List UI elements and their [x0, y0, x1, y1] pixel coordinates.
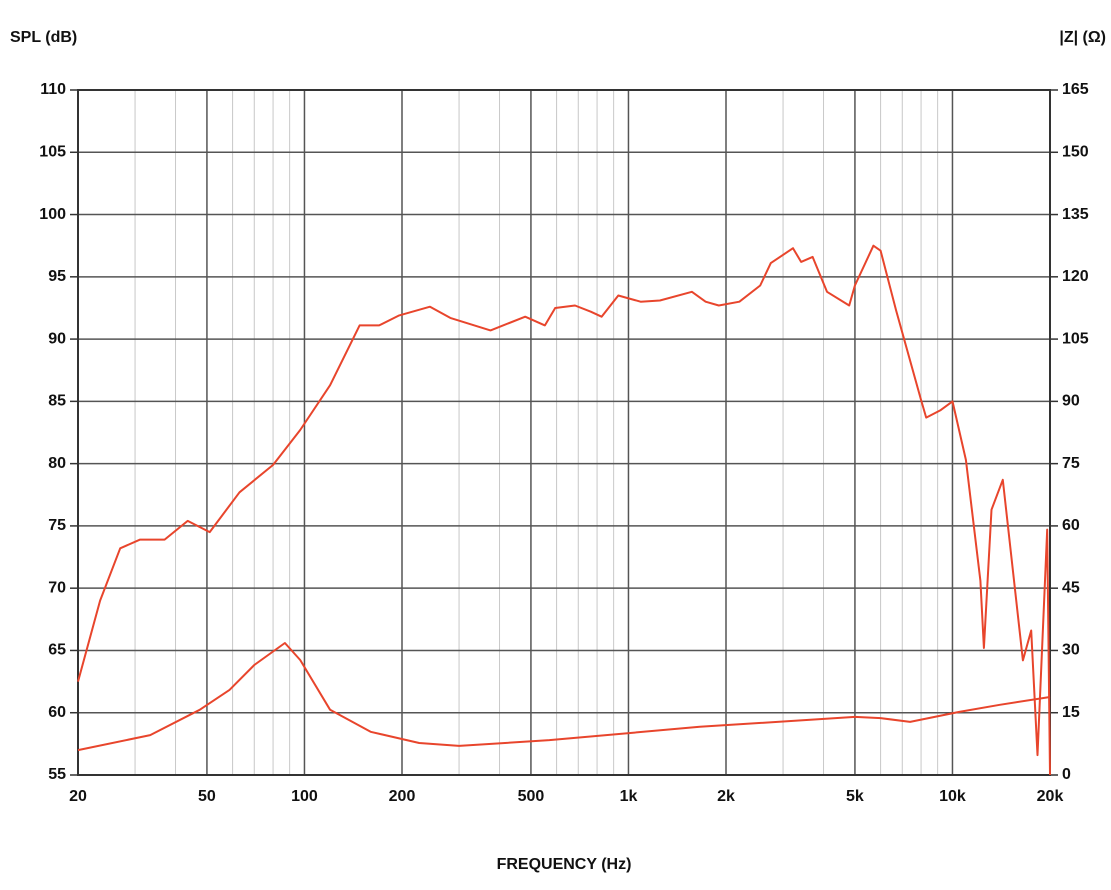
y-tick-label: 110 — [40, 81, 66, 98]
series-line — [77, 244, 1051, 776]
y2-tick-label: 90 — [1062, 393, 1080, 410]
y-tick-label: 95 — [48, 268, 66, 285]
y2-axis-label: |Z| (Ω) — [1059, 29, 1106, 46]
x-tick-label: 50 — [198, 788, 216, 805]
y2-tick-label: 165 — [1062, 81, 1089, 98]
y-tick-label: 90 — [48, 330, 66, 347]
x-tick-label: 20 — [69, 788, 87, 805]
y-tick-label: 105 — [39, 143, 66, 160]
y2-tick-label: 60 — [1062, 517, 1080, 534]
y-axis-label: SPL (dB) — [10, 29, 77, 46]
x-tick-label: 10k — [939, 788, 966, 805]
x-tick-label: 2k — [717, 788, 735, 805]
x-tick-label: 5k — [846, 788, 864, 805]
y2-tick-label: 120 — [1062, 268, 1089, 285]
y2-tick-label: 45 — [1062, 579, 1080, 596]
x-tick-label: 100 — [291, 788, 318, 805]
x-tick-label: 500 — [518, 788, 545, 805]
y2-tick-label: 135 — [1062, 206, 1089, 223]
y2-tick-label: 0 — [1062, 766, 1071, 783]
x-axis-label: FREQUENCY (Hz) — [497, 856, 632, 873]
y2-tick-label: 30 — [1062, 642, 1080, 659]
x-tick-label: 1k — [620, 788, 638, 805]
series-line — [77, 642, 1051, 752]
y-tick-label: 80 — [48, 455, 66, 472]
plot-frame — [77, 89, 1051, 776]
y-tick-label: 70 — [48, 579, 66, 596]
y-tick-label: 65 — [48, 642, 66, 659]
y-tick-label: 100 — [39, 206, 66, 223]
y-tick-label: 60 — [48, 704, 66, 721]
y2-tick-label: 75 — [1062, 455, 1080, 472]
y-tick-label: 85 — [48, 393, 66, 410]
y-tick-label: 55 — [48, 766, 66, 783]
y2-tick-label: 105 — [1062, 330, 1089, 347]
y-tick-label: 75 — [48, 517, 66, 534]
y2-tick-label: 150 — [1062, 143, 1089, 160]
y2-tick-label: 15 — [1062, 704, 1080, 721]
x-tick-label: 20k — [1037, 788, 1064, 805]
x-tick-label: 200 — [389, 788, 416, 805]
